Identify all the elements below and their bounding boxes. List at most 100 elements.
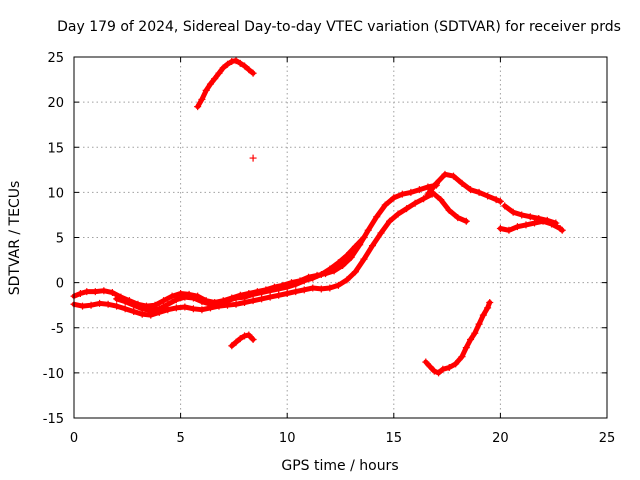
data-point — [364, 226, 372, 234]
series-arc-7 — [422, 298, 494, 377]
data-point — [232, 294, 240, 302]
data-point — [535, 215, 543, 223]
data-point — [351, 243, 359, 251]
data-point — [339, 261, 347, 269]
y-tick-label: -10 — [43, 367, 64, 382]
series-arc-3 — [428, 188, 470, 225]
data-point — [424, 183, 432, 191]
data-point — [309, 274, 317, 282]
data-point — [347, 253, 355, 261]
data-point — [168, 292, 176, 300]
axis-ticks: 0 5 10 15 20 25 -15 -10 -5 0 5 10 15 20 25 — [43, 51, 616, 446]
data-point — [390, 194, 398, 202]
data-point — [266, 293, 274, 301]
data-point — [113, 295, 121, 303]
data-point — [326, 284, 334, 292]
data-point — [432, 179, 440, 187]
data-point — [108, 289, 116, 297]
data-point — [552, 219, 560, 227]
data-point — [343, 276, 351, 284]
chart-title: Day 179 of 2024, Sidereal Day-to-day VTE… — [57, 19, 621, 35]
data-point — [172, 296, 180, 304]
grid — [74, 57, 607, 418]
data-point — [398, 190, 406, 198]
data-point — [198, 306, 206, 314]
data-point — [160, 297, 168, 305]
data-point — [403, 205, 411, 213]
data-point — [283, 289, 291, 297]
series-arc-1-band — [113, 234, 368, 315]
data-point — [411, 199, 419, 207]
data-point — [300, 277, 308, 285]
data-point — [526, 213, 534, 221]
data-point — [394, 210, 402, 218]
data-point — [275, 291, 283, 299]
data-point — [467, 186, 475, 194]
data-point — [505, 226, 513, 234]
data-point — [258, 295, 266, 303]
y-tick-label: 0 — [56, 277, 64, 292]
data-point — [211, 75, 219, 83]
data-point — [445, 206, 453, 214]
data-point — [232, 338, 240, 346]
data-point — [236, 59, 244, 67]
data-point — [147, 307, 155, 315]
data-point — [486, 298, 494, 306]
data-point — [130, 301, 138, 309]
data-point — [351, 268, 359, 276]
data-point — [76, 289, 84, 297]
data-point — [334, 281, 342, 289]
data-point — [177, 289, 185, 297]
data-point — [104, 300, 112, 308]
data-point — [501, 202, 509, 210]
data-point — [458, 353, 466, 361]
data-point — [360, 234, 368, 241]
data-point — [249, 290, 257, 298]
data-point — [454, 214, 462, 222]
data-point — [317, 285, 325, 293]
data-point — [249, 335, 257, 343]
data-point — [496, 224, 504, 232]
data-point — [407, 188, 415, 196]
data-point — [181, 293, 189, 301]
data-point — [228, 342, 236, 350]
series-outlier — [249, 154, 257, 162]
data-point — [283, 283, 291, 291]
data-point — [113, 302, 121, 310]
data-point — [198, 95, 206, 103]
data-point — [373, 213, 381, 221]
data-point — [386, 217, 394, 225]
data-point — [100, 287, 108, 295]
data-point — [430, 367, 438, 375]
series-arc-5 — [501, 202, 560, 227]
data-point — [266, 287, 274, 295]
data-point — [475, 320, 483, 328]
series-arc-6 — [194, 57, 257, 111]
x-tick-label: 5 — [176, 431, 184, 446]
data-point — [202, 86, 210, 94]
data-point — [232, 300, 240, 308]
data-point — [509, 208, 517, 216]
data-point — [215, 299, 223, 307]
data-point — [219, 64, 227, 72]
data-point — [471, 329, 479, 337]
series-line — [423, 300, 493, 376]
data-point — [426, 363, 434, 371]
x-tick-label: 15 — [386, 431, 403, 446]
data-point — [458, 179, 466, 187]
data-point — [435, 369, 443, 377]
x-tick-label: 10 — [279, 431, 296, 446]
data-point — [445, 363, 453, 371]
data-point — [437, 196, 445, 204]
series-line — [229, 332, 256, 349]
data-point — [467, 335, 475, 343]
x-tick-label: 20 — [492, 431, 509, 446]
series-line — [429, 189, 469, 224]
data-point — [79, 302, 87, 310]
data-point — [275, 285, 283, 293]
data-point — [249, 154, 257, 162]
data-point — [228, 58, 236, 66]
data-point — [241, 332, 249, 340]
y-tick-label: 10 — [47, 186, 64, 201]
